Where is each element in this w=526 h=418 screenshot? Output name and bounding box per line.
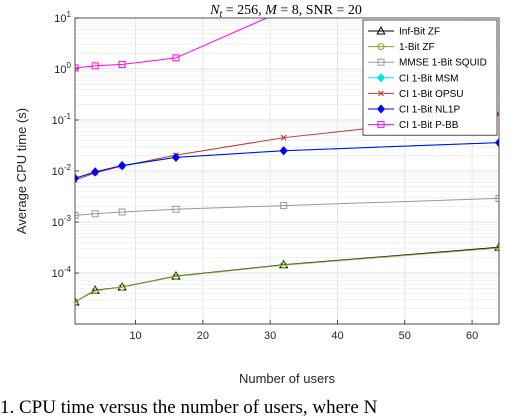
marker-diamond: [118, 160, 127, 171]
y-tick-label: 10-4: [52, 265, 72, 280]
legend-entry: CI 1-Bit MSM: [368, 73, 458, 84]
marker-circle: [495, 244, 499, 252]
x-tick-label: 40: [331, 330, 343, 342]
y-axis-label: Average CPU time (s): [14, 108, 29, 234]
marker-square: [91, 210, 99, 218]
y-tick-label: 10-3: [52, 214, 72, 229]
title-n-sub: t: [219, 9, 222, 20]
marker-diamond: [171, 152, 180, 162]
marker-diamond: [91, 167, 100, 177]
legend-label: MMSE 1-Bit SQUID: [399, 58, 487, 69]
series-line: [75, 18, 268, 69]
marker-diamond: [75, 173, 80, 183]
marker-square: [495, 194, 499, 202]
chart-title: Nt = 256, M = 8, SNR = 20: [209, 3, 362, 20]
marker-square: [118, 208, 126, 216]
legend-entry: MMSE 1-Bit SQUID: [368, 58, 487, 69]
x-tick-label: 30: [264, 330, 276, 342]
marker-triangle: [494, 242, 499, 251]
legend-label: CI 1-Bit NL1P: [399, 105, 460, 116]
title-n: N: [209, 3, 220, 18]
marker-circle: [377, 43, 385, 51]
marker-x: [378, 90, 384, 97]
series-ci-1-bit-nl1p: [75, 138, 499, 183]
marker-triangle: [376, 25, 386, 35]
marker-square: [91, 62, 99, 70]
legend-label: CI 1-Bit MSM: [399, 73, 458, 84]
marker-circle: [75, 298, 79, 306]
legend-label: Inf-Bit ZF: [399, 27, 440, 38]
x-ticks: 10 20 30 40 50 60: [129, 320, 478, 342]
marker-circle: [172, 272, 180, 280]
y-ticks: 10-4 10-3 10-2 10-1 100 101: [52, 10, 79, 280]
series-line: [75, 247, 499, 303]
title-m: M: [264, 3, 278, 18]
title-rest2: = 8, SNR = 20: [277, 3, 362, 18]
x-tick-label: 50: [399, 330, 411, 342]
marker-square: [75, 64, 79, 72]
title-rest: = 256,: [222, 3, 265, 18]
marker-square: [280, 202, 288, 210]
y-tick-label: 10-2: [52, 163, 72, 178]
x-axis-label: Number of users: [239, 371, 336, 386]
legend-label: CI 1-Bit P-BB: [399, 120, 459, 131]
marker-square: [118, 60, 126, 68]
y-tick-label: 100: [54, 61, 71, 76]
legend-entry: 1-Bit ZF: [368, 42, 435, 53]
x-tick-label: 10: [129, 330, 141, 342]
marker-diamond: [494, 138, 499, 148]
series-mmse-1-bit-squid: [75, 194, 499, 219]
x-tick-label: 20: [197, 330, 209, 342]
series-layer: [75, 18, 499, 306]
marker-x: [280, 134, 287, 141]
marker-diamond: [279, 146, 288, 156]
marker-square: [377, 58, 385, 66]
legend: Inf-Bit ZF 1-Bit ZF MMSE 1-Bit SQUID CI 1-B…: [362, 19, 498, 136]
legend-entry: CI 1-Bit OPSU: [368, 89, 463, 100]
series-1-bit-zf: [75, 244, 499, 306]
series-line: [75, 142, 499, 179]
legend-entry: Inf-Bit ZF: [368, 25, 440, 38]
figure-caption: 1. CPU time versus the number of users, …: [0, 397, 378, 418]
y-tick-label: 101: [54, 10, 71, 25]
marker-square: [377, 121, 385, 129]
marker-circle: [118, 283, 126, 291]
legend-label: 1-Bit ZF: [399, 42, 435, 53]
y-tick-label: 10-1: [52, 112, 72, 127]
x-tick-label: 60: [466, 330, 478, 342]
marker-circle: [280, 261, 288, 269]
legend-label: CI 1-Bit OPSU: [399, 89, 463, 100]
marker-square: [172, 54, 180, 62]
series-line: [75, 113, 499, 181]
marker-diamond: [376, 104, 386, 114]
legend-entry: CI 1-Bit P-BB: [368, 120, 459, 131]
marker-square: [172, 205, 180, 213]
marker-square: [75, 211, 79, 219]
series-ci-1-bit-p-bb: [75, 18, 268, 72]
marker-diamond: [376, 73, 386, 83]
legend-entry: CI 1-Bit NL1P: [368, 104, 460, 116]
marker-circle: [91, 287, 99, 295]
